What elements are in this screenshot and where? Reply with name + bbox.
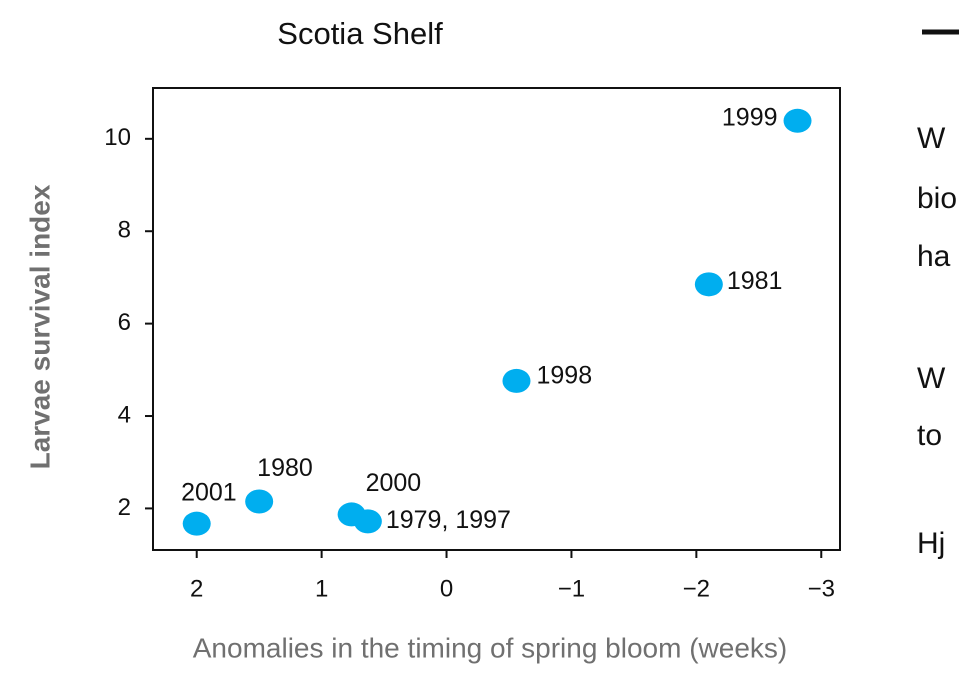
point-label: 1981 — [727, 267, 783, 295]
data-point — [245, 489, 274, 514]
side-text: ha — [917, 240, 951, 273]
point-label: 2000 — [366, 469, 422, 497]
data-point — [694, 272, 723, 297]
x-tick-label: −3 — [808, 575, 835, 602]
y-tick-label: 10 — [104, 124, 131, 151]
x-tick-label: 2 — [190, 575, 203, 602]
data-point — [182, 511, 211, 536]
point-label: 1979, 1997 — [386, 506, 511, 534]
data-point — [783, 108, 812, 133]
x-axis-label: Anomalies in the timing of spring bloom … — [193, 632, 787, 663]
x-tick-label: −1 — [558, 575, 585, 602]
point-label: 1999 — [722, 103, 778, 131]
point-label: 1980 — [257, 454, 313, 482]
y-tick-label: 4 — [118, 401, 131, 428]
x-tick-label: −2 — [683, 575, 710, 602]
side-text: Hj — [917, 527, 945, 560]
plot-frame — [152, 87, 841, 551]
side-text: bio — [917, 182, 957, 215]
y-tick-label: 8 — [118, 217, 131, 244]
x-tick-label: 1 — [315, 575, 328, 602]
chart-title: Scotia Shelf — [277, 16, 443, 51]
x-tick-label: 0 — [440, 575, 453, 602]
side-text: W — [917, 122, 946, 155]
data-point — [353, 509, 382, 534]
side-text: to — [917, 419, 942, 452]
y-tick-label: 6 — [118, 309, 131, 336]
point-label: 1998 — [536, 362, 592, 390]
y-tick-label: 2 — [118, 494, 131, 521]
side-text: W — [917, 362, 946, 395]
data-point — [502, 368, 531, 393]
point-label: 2001 — [181, 478, 237, 506]
y-axis-label: Larvae survival index — [24, 184, 55, 469]
